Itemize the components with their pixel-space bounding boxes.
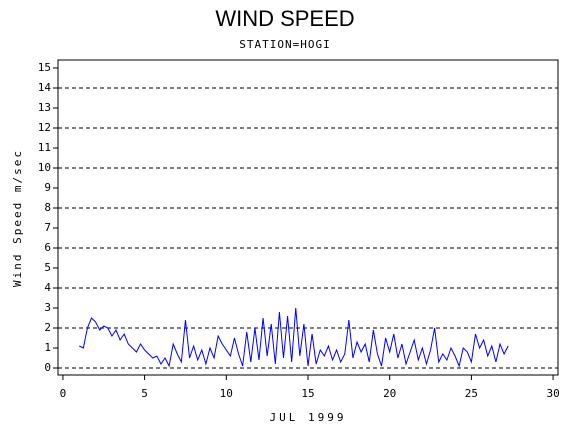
y-tick-label: 12 xyxy=(38,121,51,134)
y-tick-label: 0 xyxy=(44,361,51,374)
y-tick-label: 5 xyxy=(44,261,51,274)
y-tick-label: 14 xyxy=(38,81,52,94)
data-line xyxy=(79,307,509,368)
y-tick-label: 13 xyxy=(38,101,51,114)
plot-frame xyxy=(57,59,559,376)
y-tick-label: 9 xyxy=(44,181,51,194)
x-tick-label: 10 xyxy=(220,387,233,400)
y-axis-label: Wind Speed m/sec xyxy=(11,149,24,287)
y-tick-label: 4 xyxy=(44,281,51,294)
y-tick-label: 10 xyxy=(38,161,51,174)
x-tick-label: 25 xyxy=(465,387,478,400)
x-tick-label: 5 xyxy=(141,387,148,400)
y-tick-label: 6 xyxy=(44,241,51,254)
y-tick-label: 8 xyxy=(44,201,51,214)
y-tick-label: 11 xyxy=(38,141,51,154)
chart-subtitle: STATION=HOGI xyxy=(239,38,330,51)
y-tick-label: 2 xyxy=(44,321,51,334)
y-tick-label: 1 xyxy=(44,341,51,354)
chart-title: WIND SPEED xyxy=(215,6,354,31)
x-axis-label: JUL 1999 xyxy=(270,411,347,424)
x-tick-label: 30 xyxy=(546,387,559,400)
y-tick-label: 15 xyxy=(38,61,51,74)
x-tick-label: 0 xyxy=(60,387,67,400)
x-tick-label: 15 xyxy=(301,387,314,400)
y-tick-label: 3 xyxy=(44,301,51,314)
x-tick-label: 20 xyxy=(383,387,396,400)
y-tick-label: 7 xyxy=(44,221,51,234)
